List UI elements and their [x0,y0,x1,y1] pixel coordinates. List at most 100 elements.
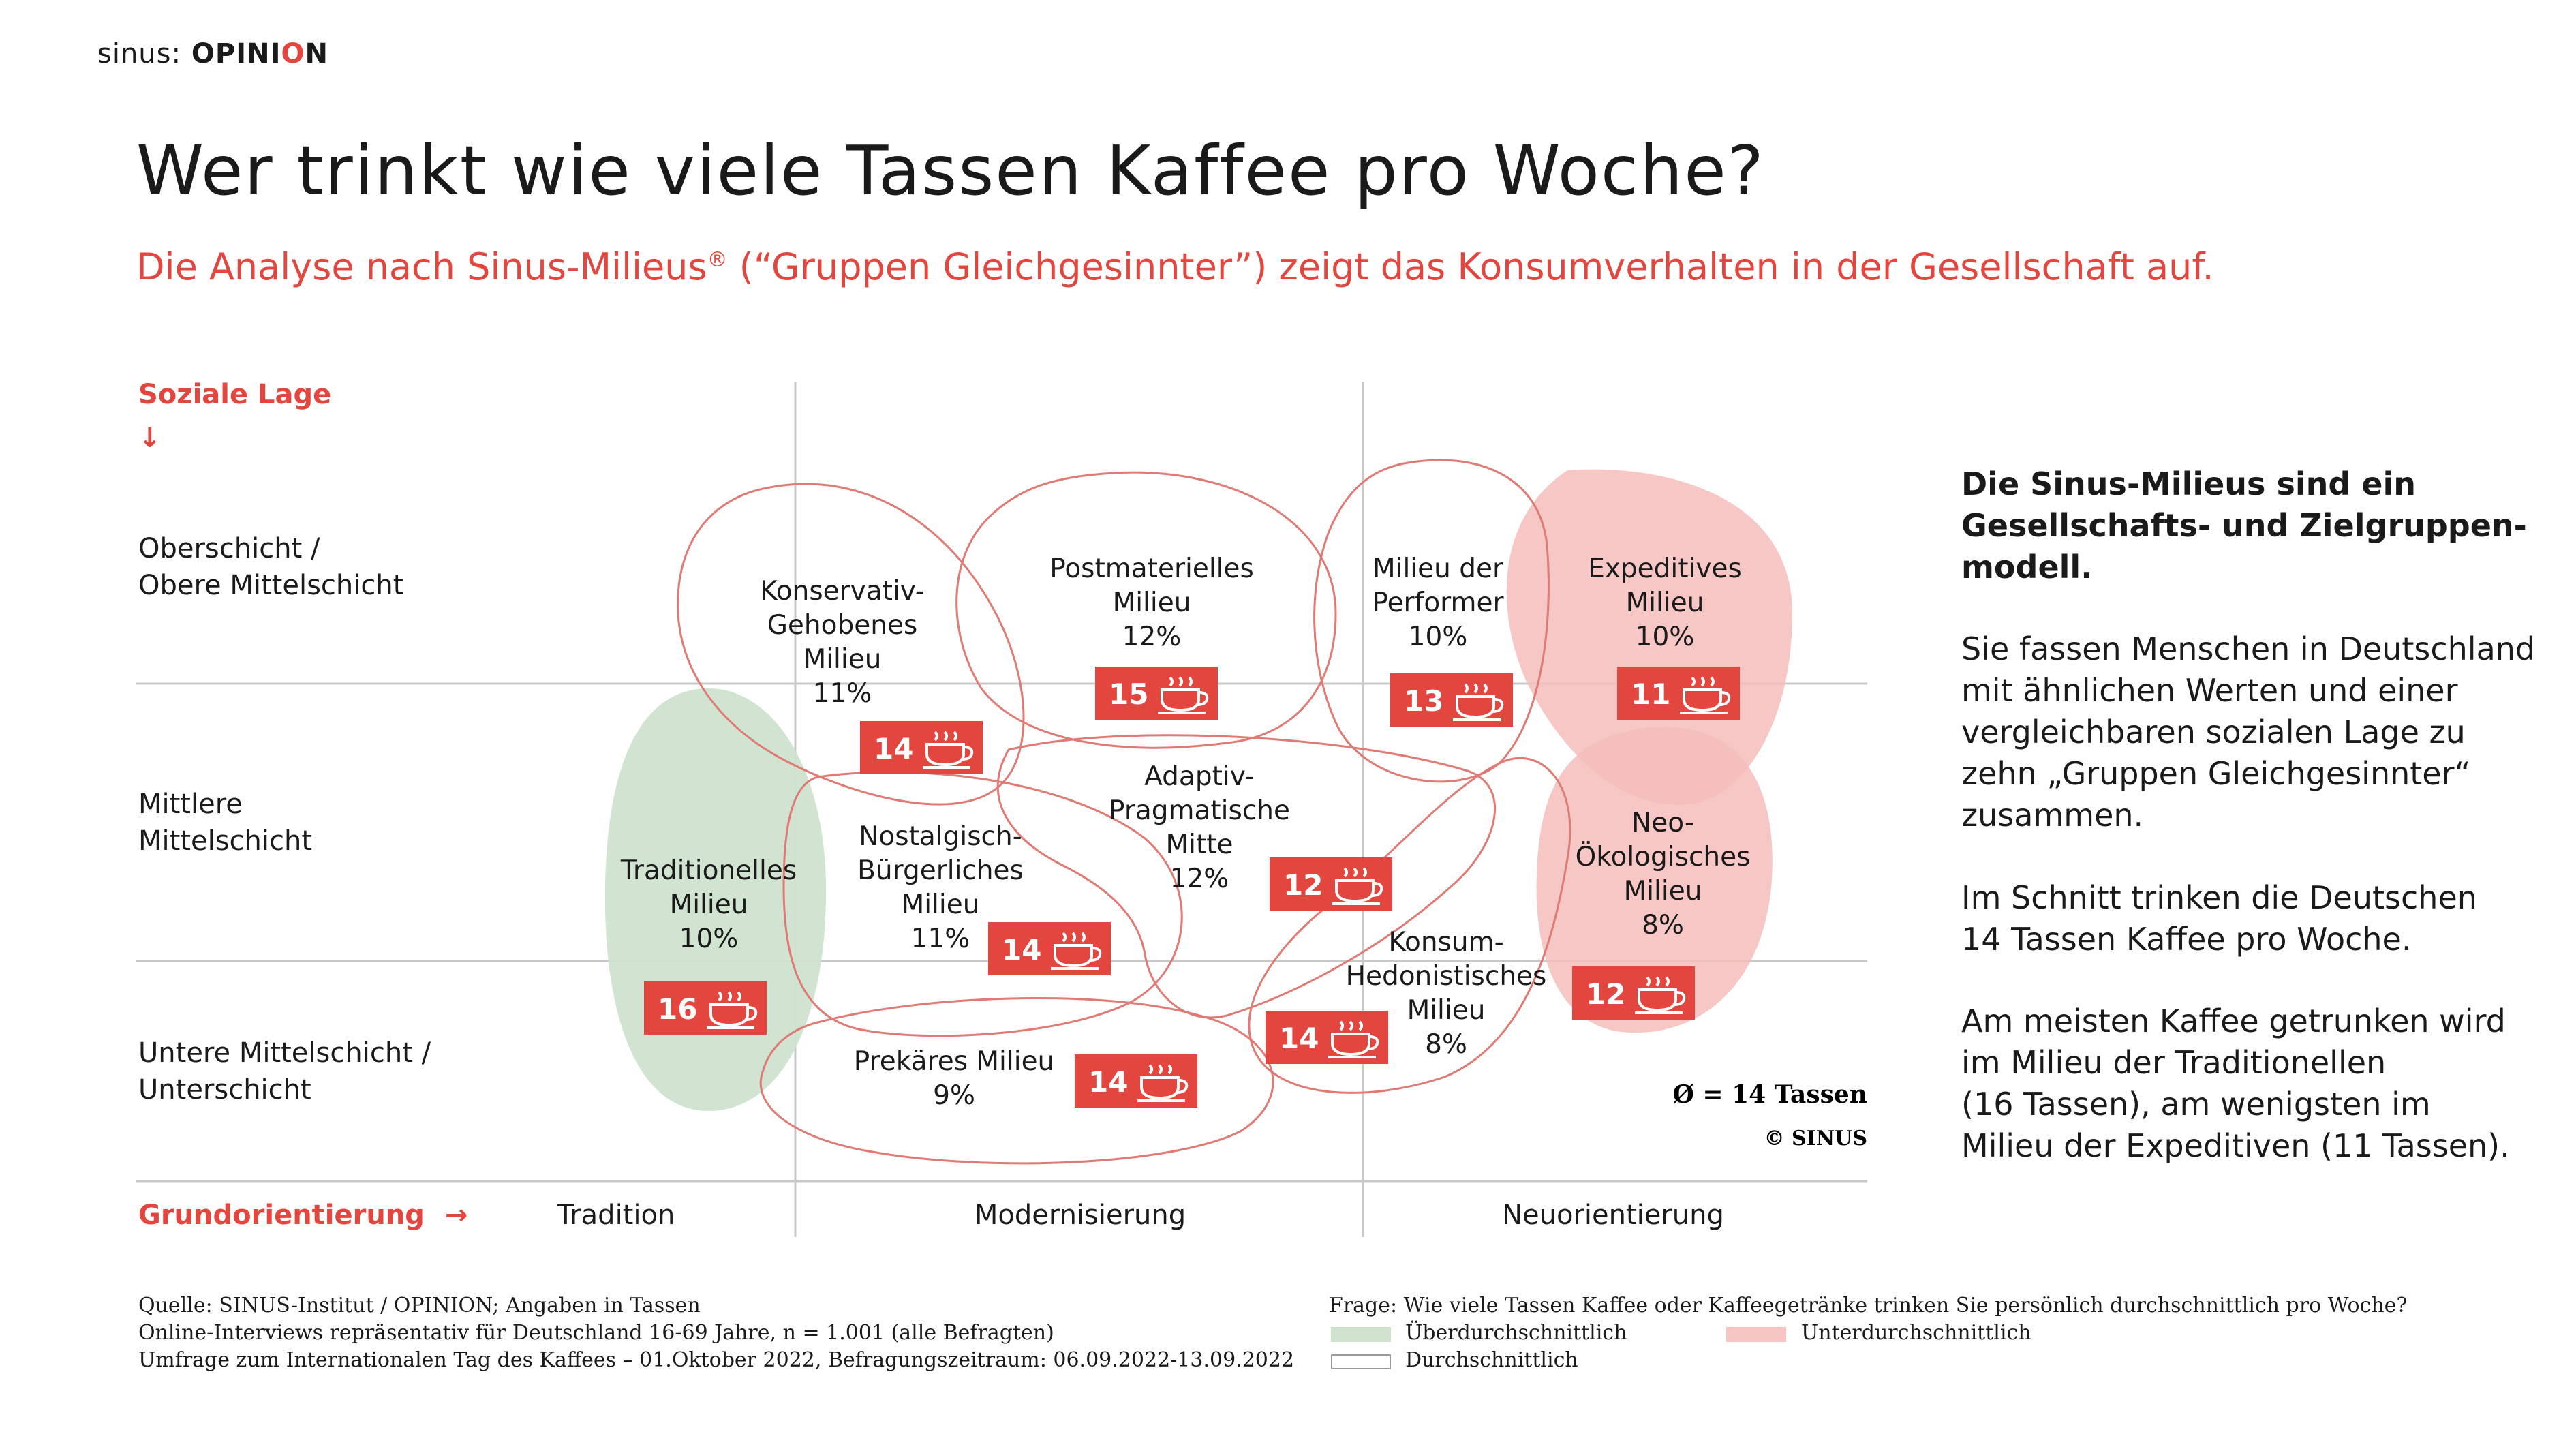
coffee-cup-icon [707,991,758,1029]
blob-konservativ-gehobenes [677,483,1025,806]
legend-label-below: Unterdurchschnittlich [1801,1321,2031,1345]
milieu-share-prekäres-milieu: 9% [933,1080,975,1111]
legend-swatch-above [1331,1327,1391,1342]
question-note: Frage: Wie viele Tassen Kaffee oder Kaff… [1329,1294,2408,1317]
milieu-share-postmaterielles-milieu: 12% [1122,622,1182,652]
milieu-label-nostalgisch-bürgerliches-milieu: Nostalgisch- [859,821,1022,852]
blob-prekaeres [759,997,1274,1165]
milieu-share-neo-ökologisches-milieu: 8% [1642,910,1684,941]
y-axis-title: Soziale Lage [138,379,332,410]
milieu-share-adaptiv-pragmatische-mitte: 12% [1170,864,1229,894]
milieu-label-neo-ökologisches-milieu: Milieu [1624,876,1702,906]
coffee-cup-icon [1332,867,1383,905]
page-title: Wer trinkt wie viele Tassen Kaffee pro W… [136,131,1765,211]
milieu-label-konservativ-gehobenes-milieu: Konservativ- [760,576,925,607]
cups-value-postmaterielles-milieu: 15 [1109,677,1148,711]
row-label-middle: Mittlere Mittelschicht [138,789,313,857]
cups-badge-konsum-hedonistisches-milieu: 14 [1266,1011,1388,1064]
cups-value-konsum-hedonistisches-milieu: 14 [1279,1022,1319,1055]
x-axis-arrow-icon: → [444,1200,468,1231]
milieu-label-milieu-der-performer: Milieu der [1373,553,1504,584]
cups-value-nostalgisch-bürgerliches-milieu: 14 [1002,933,1041,966]
cups-badge-milieu-der-performer: 13 [1390,673,1513,727]
cups-badge-konservativ-gehobenes-milieu: 14 [860,721,983,774]
source-note: Quelle: SINUS-Institut / OPINION; Angabe… [138,1294,1295,1372]
copyright-label: © SINUS [1764,1127,1867,1150]
milieu-share-konsum-hedonistisches-milieu: 8% [1425,1029,1467,1060]
cups-value-adaptiv-pragmatische-mitte: 12 [1283,868,1323,902]
milieu-label-adaptiv-pragmatische-mitte: Pragmatische [1109,795,1290,826]
milieu-label-expeditives-milieu: Milieu [1626,588,1704,618]
milieu-share-expeditives-milieu: 10% [1636,622,1695,652]
average-label: Ø = 14 Tassen [1672,1080,1867,1109]
side-heading: Die Sinus-Milieus sind ein Gesellschafts… [1961,466,2527,585]
milieu-share-traditionelles-milieu: 10% [679,924,739,954]
blob-nostalgisch-buergerliches [782,771,1183,1037]
cups-value-neo-ökologisches-milieu: 12 [1586,977,1625,1011]
legend-label-average: Durchschnittlich [1405,1348,1578,1372]
milieu-label-adaptiv-pragmatische-mitte: Adaptiv- [1144,761,1255,792]
coffee-cup-icon [1453,683,1504,721]
coffee-cup-icon [1328,1020,1379,1058]
coffee-cup-icon [923,731,974,769]
milieu-label-konsum-hedonistisches-milieu: Konsum- [1388,927,1503,958]
legend-swatch-below [1726,1327,1786,1342]
milieu-label-milieu-der-performer: Performer [1372,588,1504,618]
milieu-label-traditionelles-milieu: Traditionelles [620,855,797,886]
milieu-label-expeditives-milieu: Expeditives [1588,553,1742,584]
coffee-cup-icon [1680,676,1731,714]
col-label-modernisierung: Modernisierung [974,1200,1186,1231]
cups-value-prekäres-milieu: 14 [1088,1065,1128,1099]
blob-adaptiv-pragmatische [996,734,1496,1019]
y-axis-arrow-icon: ↓ [138,423,162,454]
milieu-label-konsum-hedonistisches-milieu: Milieu [1407,995,1486,1026]
blob-postmaterielles [955,471,1337,749]
legend-swatch-average [1331,1354,1391,1369]
cups-badge-neo-ökologisches-milieu: 12 [1572,966,1695,1020]
milieu-label-neo-ökologisches-milieu: Neo- [1631,808,1694,838]
milieu-label-neo-ökologisches-milieu: Ökologisches [1576,841,1751,872]
cups-value-konservativ-gehobenes-milieu: 14 [874,732,913,765]
milieu-label-konservativ-gehobenes-milieu: Gehobenes [767,610,918,641]
cups-value-expeditives-milieu: 11 [1631,677,1670,711]
legend-label-above: Überdurchschnittlich [1405,1321,1627,1345]
milieu-label-postmaterielles-milieu: Postmaterielles [1049,553,1254,584]
coffee-cup-icon [1137,1064,1189,1102]
row-label-upper: Oberschicht / Obere Mittelschicht [138,533,404,601]
x-axis-title: Grundorientierung → [138,1200,468,1231]
milieu-share-konservativ-gehobenes-milieu: 11% [813,678,872,709]
coffee-cup-icon [1158,676,1209,714]
row-label-lower: Untere Mittelschicht / Unterschicht [138,1037,431,1105]
milieu-label-konsum-hedonistisches-milieu: Hedonistisches [1346,961,1547,992]
milieu-label-postmaterielles-milieu: Milieu [1113,588,1191,618]
side-paragraph-3: Am meisten Kaffee getrunken wird im Mili… [1961,1003,2510,1164]
page-subtitle: Die Analyse nach Sinus-Milieus® (“Gruppe… [136,245,2214,288]
col-label-neuorientierung: Neuorientierung [1502,1200,1724,1231]
cups-badge-prekäres-milieu: 14 [1075,1054,1197,1108]
side-paragraph-1: Sie fassen Menschen in Deutschland mit ä… [1961,630,2536,834]
blob-expeditives [1506,469,1792,805]
cups-badge-traditionelles-milieu: 16 [644,981,767,1035]
milieu-label-nostalgisch-bürgerliches-milieu: Bürgerliches [857,855,1024,886]
cups-value-milieu-der-performer: 13 [1404,684,1443,718]
milieu-label-konservativ-gehobenes-milieu: Milieu [803,644,882,675]
cups-badge-adaptiv-pragmatische-mitte: 12 [1270,857,1392,911]
cups-badge-expeditives-milieu: 11 [1617,667,1740,720]
cups-badge-postmaterielles-milieu: 15 [1095,667,1218,720]
sinus-opinion-logo: sinus: OPINION [97,38,328,70]
cups-value-traditionelles-milieu: 16 [658,992,697,1026]
blob-performer [1313,459,1550,783]
coffee-cup-icon [1051,932,1102,970]
milieu-share-milieu-der-performer: 10% [1409,622,1468,652]
side-paragraph-2: Im Schnitt trinken die Deutschen 14 Tass… [1961,879,2477,958]
milieu-label-prekäres-milieu: Prekäres Milieu [854,1046,1055,1077]
milieu-label-adaptiv-pragmatische-mitte: Mitte [1165,829,1233,860]
blob-neooekologisches [1536,727,1773,1033]
col-label-tradition: Tradition [557,1200,675,1231]
milieu-share-nostalgisch-bürgerliches-milieu: 11% [911,924,970,954]
coffee-cup-icon [1635,976,1686,1014]
milieu-label-nostalgisch-bürgerliches-milieu: Milieu [902,889,980,920]
milieu-label-traditionelles-milieu: Milieu [670,889,748,920]
cups-badge-nostalgisch-bürgerliches-milieu: 14 [988,922,1111,975]
